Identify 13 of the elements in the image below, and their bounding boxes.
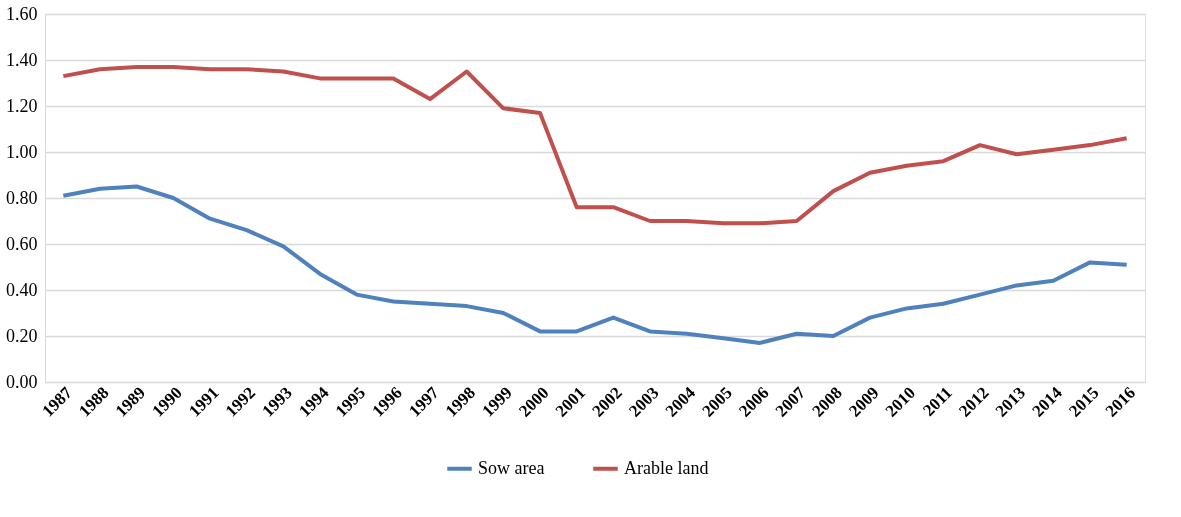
- y-tick-label: 1.60: [6, 3, 38, 24]
- line-series: [61, 64, 1129, 226]
- y-tick-label: 0.00: [6, 371, 38, 392]
- line-series: [61, 184, 1129, 345]
- y-tick-label: 0.80: [6, 187, 38, 208]
- y-tick-label: 0.40: [6, 279, 38, 300]
- y-tick-label: 1.40: [6, 49, 38, 70]
- legend-label: Sow area: [478, 457, 545, 478]
- y-tick-label: 1.00: [6, 141, 38, 162]
- y-tick-label: 0.60: [6, 233, 38, 254]
- y-tick-label: 0.20: [6, 325, 38, 346]
- y-tick-label: 1.20: [6, 95, 38, 116]
- legend-label: Arable land: [624, 457, 709, 478]
